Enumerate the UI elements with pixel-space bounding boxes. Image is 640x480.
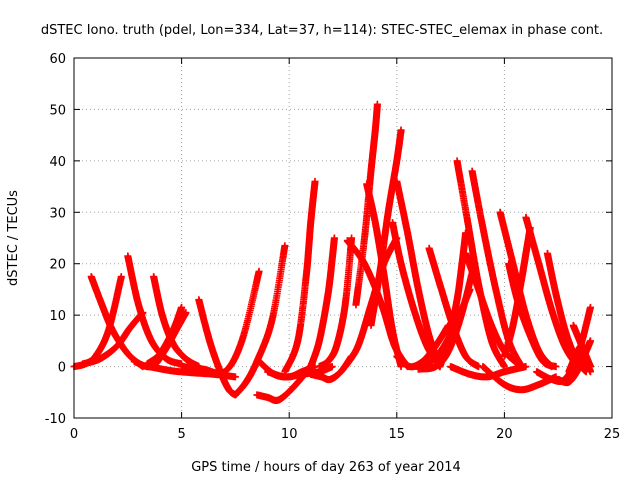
y-tick-label: 0: [58, 361, 66, 376]
axis-ticks: 0 5 10 15 20 25 -10 0 10 20 30 40 50 60: [45, 52, 621, 442]
series-markers: [307, 234, 338, 371]
series-markers: [79, 309, 147, 368]
series-arc-16: [307, 234, 338, 371]
y-tick-label: 30: [49, 206, 66, 221]
series-arc-23: [367, 126, 405, 329]
series-markers: [569, 321, 594, 371]
series-markers: [178, 267, 263, 377]
series-markers: [436, 229, 470, 371]
x-tick-label: 15: [389, 427, 406, 442]
y-axis-label: dSTEC / TECUs: [6, 190, 21, 286]
series-markers: [393, 321, 452, 371]
x-tick-label: 0: [70, 427, 78, 442]
chart-title: dSTEC Iono. truth (pdel, Lon=334, Lat=37…: [41, 23, 603, 38]
series-markers: [447, 363, 530, 381]
series-markers: [315, 234, 356, 371]
series-arc-14: [281, 177, 319, 376]
y-tick-label: 40: [49, 155, 66, 170]
x-tick-label: 5: [177, 427, 185, 442]
x-tick-label: 25: [604, 427, 621, 442]
series-arc-21: [352, 100, 381, 309]
series-arc-39: [500, 224, 534, 360]
x-tick-label: 10: [281, 427, 298, 442]
y-tick-label: 60: [49, 52, 66, 67]
series-markers: [425, 244, 483, 371]
series-arc-11: [231, 242, 289, 399]
series-markers: [367, 126, 405, 329]
series-arc-26: [393, 321, 452, 371]
series-arc-10: [178, 267, 263, 377]
series-markers: [231, 242, 289, 399]
series-markers: [500, 224, 534, 360]
y-tick-label: 20: [49, 258, 66, 273]
data-series: [70, 100, 594, 404]
series-arc-44: [447, 363, 530, 381]
series-arc-33: [436, 229, 470, 371]
plot-frame: [73, 57, 613, 419]
series-arc-3: [79, 309, 147, 368]
y-tick-label: 50: [49, 103, 66, 118]
x-tick-label: 20: [496, 427, 513, 442]
series-arc-29: [425, 244, 483, 371]
x-axis-label: GPS time / hours of day 263 of year 2014: [191, 460, 461, 475]
series-arc-18: [315, 234, 356, 371]
series-arc-43: [569, 321, 594, 371]
series-markers: [352, 100, 381, 309]
y-tick-label: 10: [49, 309, 66, 324]
series-markers: [281, 177, 319, 376]
series-arc-7: [143, 303, 186, 368]
series-markers: [143, 303, 186, 368]
y-tick-label: -10: [45, 412, 66, 427]
